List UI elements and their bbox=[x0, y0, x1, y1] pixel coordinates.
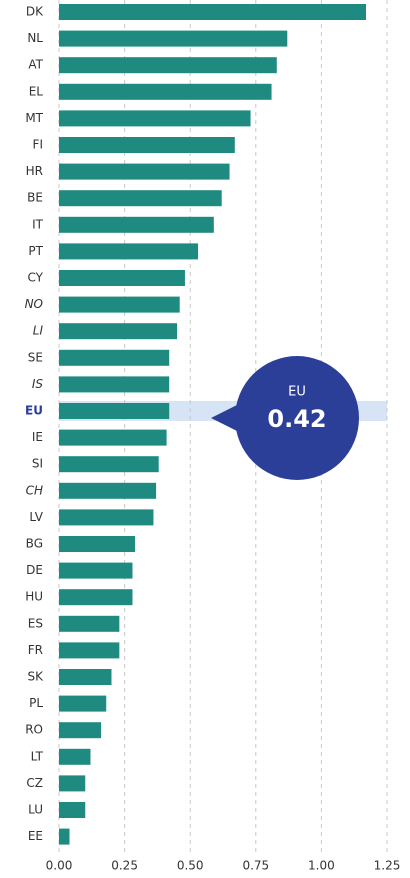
bar bbox=[59, 83, 272, 100]
bar bbox=[59, 110, 251, 127]
x-tick-label: 0.50 bbox=[177, 859, 204, 873]
y-tick-label: IT bbox=[32, 217, 44, 231]
y-tick-label: ES bbox=[28, 616, 43, 630]
y-tick-label: CY bbox=[28, 271, 44, 285]
bar bbox=[59, 748, 91, 765]
bar bbox=[59, 403, 170, 419]
bar bbox=[59, 243, 199, 260]
bar bbox=[59, 722, 101, 739]
bar bbox=[59, 642, 120, 659]
bar bbox=[59, 615, 120, 632]
y-tick-label: FR bbox=[28, 643, 43, 657]
bar bbox=[59, 828, 70, 845]
y-tick-label: LT bbox=[31, 749, 44, 763]
bar bbox=[59, 323, 178, 340]
bar bbox=[59, 802, 86, 818]
y-tick-label: PL bbox=[29, 696, 43, 710]
y-tick-label: SK bbox=[28, 670, 45, 684]
x-tick-label: 1.25 bbox=[374, 859, 401, 873]
y-tick-label: AT bbox=[28, 58, 43, 72]
y-tick-label: MT bbox=[25, 111, 43, 125]
x-tick-label: 0.25 bbox=[111, 859, 138, 873]
bar bbox=[59, 296, 180, 313]
tooltip-bubble bbox=[211, 404, 239, 432]
bar bbox=[59, 30, 288, 47]
y-tick-label: BG bbox=[26, 537, 43, 551]
bar bbox=[59, 163, 230, 180]
bar bbox=[59, 509, 154, 526]
tooltip-bubble bbox=[235, 356, 359, 480]
bar bbox=[59, 775, 86, 792]
y-tick-label: IS bbox=[32, 377, 44, 391]
y-tick-label: EE bbox=[28, 829, 43, 843]
bar bbox=[59, 456, 159, 473]
bar bbox=[59, 376, 170, 393]
y-tick-label: EL bbox=[29, 84, 44, 98]
bar bbox=[59, 137, 235, 153]
y-tick-label: DK bbox=[26, 5, 44, 19]
x-tick-label: 0.75 bbox=[242, 859, 269, 873]
bar bbox=[59, 270, 185, 286]
y-tick-label: NO bbox=[25, 297, 43, 311]
y-tick-label: LV bbox=[29, 510, 43, 524]
y-tick-label: SI bbox=[32, 457, 43, 471]
y-tick-label: SE bbox=[28, 350, 43, 364]
y-tick-label: NL bbox=[27, 31, 43, 45]
x-tick-label: 1.00 bbox=[308, 859, 335, 873]
y-tick-label: HR bbox=[26, 164, 43, 178]
bar bbox=[59, 349, 170, 366]
y-tick-label: FI bbox=[33, 138, 43, 152]
y-tick-label: CH bbox=[26, 483, 43, 497]
bar bbox=[59, 562, 133, 579]
bar bbox=[59, 4, 367, 20]
y-tick-label: HU bbox=[25, 590, 43, 604]
bar bbox=[59, 669, 112, 685]
y-tick-label: CZ bbox=[26, 776, 43, 790]
y-tick-label: EU bbox=[25, 404, 43, 418]
tooltip-value: 0.42 bbox=[267, 405, 326, 433]
y-tick-label: PT bbox=[28, 244, 43, 258]
bar bbox=[59, 216, 214, 233]
y-tick-label: BE bbox=[27, 191, 43, 205]
bar bbox=[59, 536, 136, 552]
bar bbox=[59, 482, 157, 499]
bar bbox=[59, 695, 107, 712]
y-tick-label: IE bbox=[32, 430, 43, 444]
y-tick-label: DE bbox=[26, 563, 43, 577]
bar bbox=[59, 429, 167, 446]
x-tick-label: 0.00 bbox=[46, 859, 73, 873]
y-tick-label: LU bbox=[28, 803, 43, 817]
bar bbox=[59, 589, 133, 606]
y-tick-label: RO bbox=[25, 723, 43, 737]
tooltip-label: EU bbox=[288, 385, 306, 400]
y-tick-label: LI bbox=[33, 324, 44, 338]
bar bbox=[59, 190, 222, 207]
bar bbox=[59, 57, 277, 74]
